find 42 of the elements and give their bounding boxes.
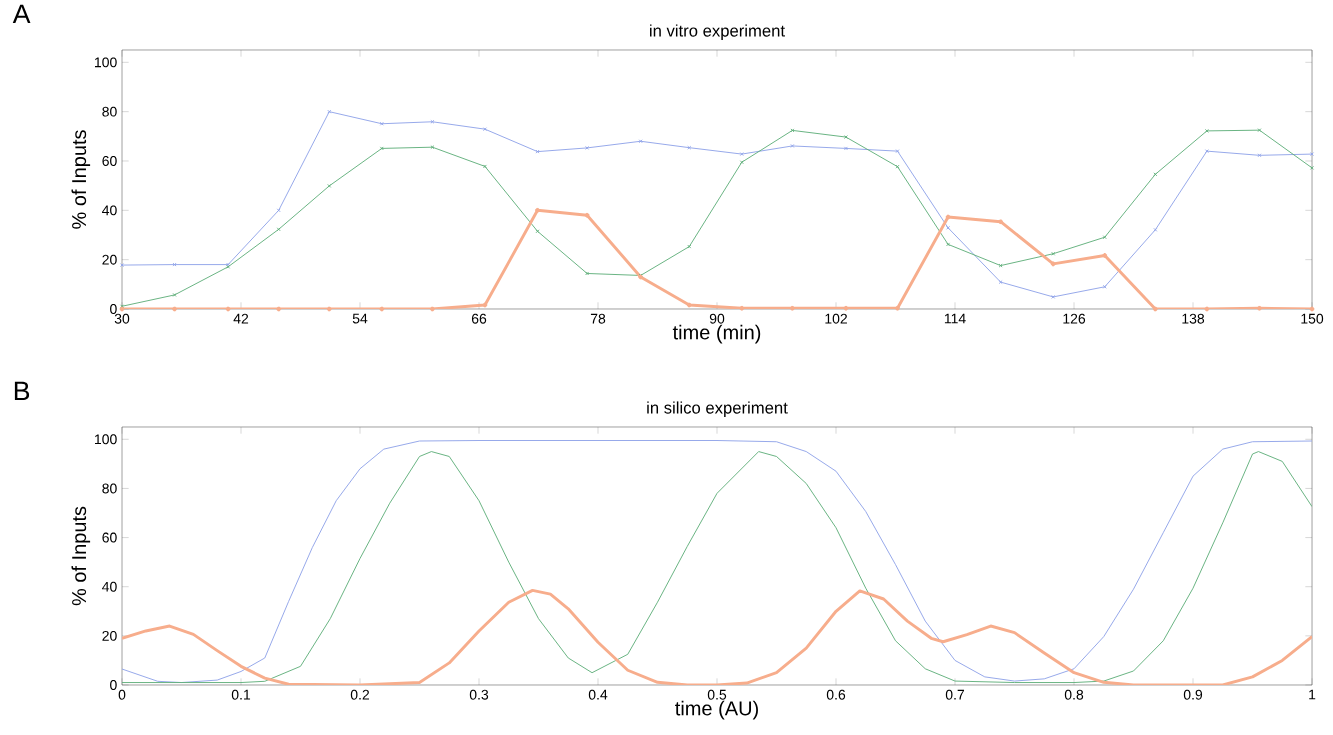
- x-tick-label: 54: [352, 313, 368, 324]
- y-tick-label: 60: [102, 156, 117, 166]
- y-axis-title: % of Inputs: [71, 506, 91, 606]
- chart-title: in vitro experiment: [650, 24, 785, 40]
- y-tick-label: 80: [102, 483, 117, 494]
- x-tick-label: 0.5: [707, 689, 727, 700]
- x-tick-label: 150: [1301, 313, 1324, 324]
- x-tick-label: 0.9: [1183, 689, 1203, 700]
- x-tick-label: 0.1: [231, 689, 251, 700]
- x-tick-label: 66: [471, 313, 487, 324]
- x-tick-label: 0.8: [1064, 689, 1084, 700]
- chart-title: in silico experiment: [647, 401, 788, 417]
- y-tick-label: 0: [110, 304, 117, 314]
- y-tick-label: 60: [102, 532, 117, 543]
- x-axis-title: time (min): [672, 324, 761, 344]
- x-tick-label: 0: [118, 689, 126, 700]
- x-tick-label: 126: [1063, 313, 1086, 324]
- x-tick-label: 0.2: [350, 689, 370, 700]
- y-tick-label: 40: [102, 581, 117, 592]
- x-tick-label: 30: [114, 313, 130, 324]
- y-tick-label: 80: [102, 106, 117, 117]
- x-tick-label: 0.6: [826, 689, 846, 700]
- x-tick-label: 1: [1309, 689, 1316, 700]
- x-tick-label: 42: [233, 313, 249, 324]
- y-tick-label: 20: [102, 630, 117, 641]
- text: B: [14, 381, 30, 401]
- x-tick-label: 90: [709, 313, 725, 324]
- x-tick-label: 78: [590, 313, 606, 324]
- x-tick-label: 138: [1182, 313, 1205, 324]
- x-tick-label: 0.3: [469, 689, 489, 700]
- y-axis-title: % of Inputs: [71, 130, 91, 229]
- x-tick-label: 0.4: [588, 689, 608, 700]
- y-tick-label: 100: [95, 57, 117, 68]
- y-tick-label: 40: [102, 205, 117, 216]
- x-tick-label: 0.7: [945, 689, 965, 700]
- y-tick-label: 0: [110, 680, 117, 690]
- x-tick-label: 114: [944, 313, 966, 324]
- y-tick-label: 100: [95, 434, 117, 445]
- y-tick-label: 20: [102, 254, 117, 265]
- x-tick-label: 102: [825, 313, 847, 324]
- text: A: [12, 4, 31, 24]
- x-axis-title: time (AU): [675, 700, 758, 720]
